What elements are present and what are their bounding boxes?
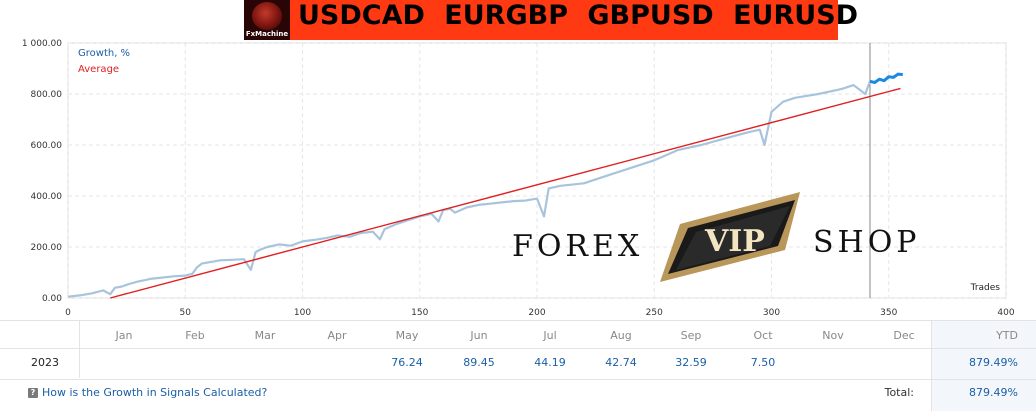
brand-logo-text: FxMachine: [245, 30, 289, 38]
help-icon[interactable]: ?: [28, 388, 38, 398]
month-value: 44.19: [534, 356, 566, 369]
watermark-vip: VIP: [704, 224, 765, 259]
banner: FxMachine USDCAD EURGBP GBPUSD EURUSD: [244, 0, 858, 40]
month-header: Mar: [254, 329, 276, 342]
x-tick-label: 350: [880, 308, 897, 318]
legend: Growth, % Average: [78, 48, 130, 75]
x-tick-label: 200: [528, 308, 545, 318]
total-value: 879.49%: [969, 386, 1018, 399]
growth-line: [67, 80, 872, 298]
month-value: 76.24: [391, 356, 423, 369]
year-row: 2023 76.24 89.45 44.19 42.74 32.59 7.50 879.49…: [0, 348, 1036, 380]
watermark-shop: SHOP: [813, 225, 921, 260]
month-header: Sep: [680, 329, 702, 342]
y-tick-label: 800.00: [31, 90, 63, 100]
banner-title: USDCAD EURGBP GBPUSD EURUSD: [298, 0, 859, 31]
legend-average: Average: [78, 64, 119, 75]
x-axis-label: Trades: [970, 283, 1001, 293]
total-label: Total:: [884, 386, 914, 399]
brand-logo: FxMachine: [244, 0, 290, 40]
month-header: Oct: [753, 329, 773, 342]
x-axis: 0 50 100 150 200 250 300 350 400: [65, 308, 1015, 318]
legend-growth: Growth, %: [78, 48, 130, 59]
average-line: [110, 87, 901, 299]
x-tick-label: 100: [294, 308, 311, 318]
x-tick-label: 0: [65, 308, 71, 318]
months-header-row: Jan Feb Mar Apr May Jun Jul Aug Sep Oct Nov Dec YTD: [0, 320, 1036, 349]
month-value: 32.59: [675, 356, 707, 369]
y-tick-label: 200.00: [31, 243, 63, 253]
month-header: Apr: [327, 329, 347, 342]
skull-icon: [252, 2, 282, 30]
x-tick-label: 400: [997, 308, 1014, 318]
month-header: Jul: [543, 329, 557, 342]
ytd-value: 879.49%: [969, 356, 1018, 369]
growth-chart: 0.00 200.00 400.00 600.00 800.00 1 000.00 0 50…: [22, 39, 1015, 318]
month-value: 42.74: [605, 356, 637, 369]
month-header: Nov: [822, 329, 844, 342]
chart-grid: [67, 42, 1007, 299]
month-value: 7.50: [750, 356, 776, 369]
growth-line-recent: [869, 72, 903, 84]
growth-calculation-link[interactable]: How is the Growth in Signals Calculated?: [42, 386, 268, 399]
y-tick-label: 400.00: [31, 192, 63, 202]
watermark-forex: FOREX: [512, 229, 643, 264]
forex-vip-shop-watermark: FOREX VIP SHOP: [512, 192, 921, 282]
x-tick-label: 250: [646, 308, 663, 318]
summary-table: Jan Feb Mar Apr May Jun Jul Aug Sep Oct Nov Dec YTD …: [0, 320, 1036, 411]
y-tick-label: 600.00: [31, 141, 63, 151]
month-header: Jun: [470, 329, 488, 342]
x-tick-label: 50: [180, 308, 192, 318]
month-header: Jan: [115, 329, 133, 342]
month-header: Feb: [185, 329, 205, 342]
month-header: Dec: [893, 329, 915, 342]
month-header: Aug: [610, 329, 632, 342]
vip-badge: VIP: [660, 192, 800, 282]
series-layer: [67, 72, 903, 299]
month-value: 89.45: [463, 356, 495, 369]
y-tick-label: 0.00: [42, 294, 62, 304]
ytd-header: YTD: [996, 329, 1018, 342]
y-axis: 0.00 200.00 400.00 600.00 800.00 1 000.00: [22, 39, 62, 304]
total-row: ? How is the Growth in Signals Calculate…: [0, 378, 1036, 411]
x-tick-label: 150: [411, 308, 428, 318]
year-label: 2023: [31, 356, 59, 369]
y-tick-label: 1 000.00: [22, 39, 62, 49]
month-header: May: [395, 329, 419, 342]
x-tick-label: 300: [763, 308, 780, 318]
